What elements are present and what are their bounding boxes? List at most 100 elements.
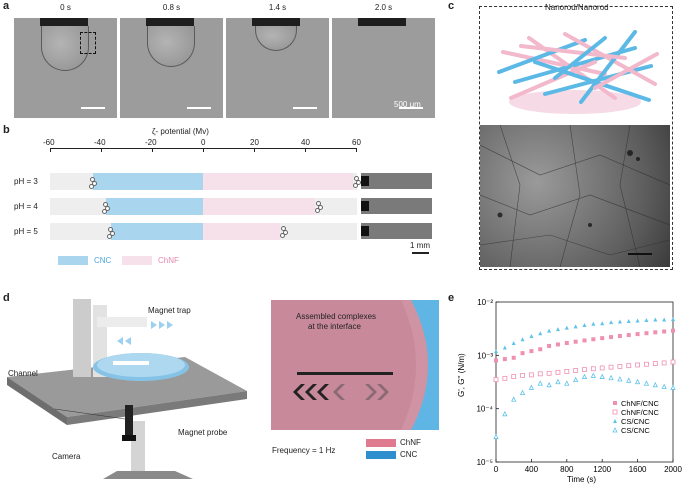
tick-label: -40 [94,138,106,147]
data-point [609,320,614,325]
data-point [511,355,516,360]
data-point [547,343,552,348]
time-label: 0.8 s [162,3,181,12]
data-point [591,337,596,342]
y-axis-label: G', G'' (N/m) [457,353,466,397]
legend-label-chnf: ChNF [158,256,179,265]
data-point [529,334,534,339]
legend-marker [612,427,618,433]
data-point [652,361,658,366]
data-point [609,335,614,340]
droplet [255,26,297,51]
data-point [635,332,640,337]
data-point [652,381,658,388]
data-point [600,336,605,341]
y-tick-label: 10⁻³ [477,351,493,360]
tick [203,149,204,152]
chnf-bar [203,173,354,190]
data-point [529,372,534,378]
image-strip [361,223,432,239]
data-point [653,330,658,335]
data-point [626,333,631,338]
tem-image [479,124,671,268]
panel-label-e: e [448,292,455,304]
data-point [573,368,579,373]
data-point [671,317,675,322]
scale-bar [399,107,423,109]
cnc-bar [106,198,203,215]
tick-label: 60 [352,138,361,147]
data-point [608,374,614,381]
legend-marker [613,419,617,423]
tick [50,149,51,152]
data-point [617,364,623,369]
row-label: pH = 4 [14,202,38,211]
data-point [573,324,578,329]
data-point [617,334,622,339]
data-point [493,433,499,439]
capillary-tip [252,18,300,26]
data-point [282,230,288,235]
chnf-bar [203,223,280,240]
capillary [361,226,369,236]
legend-marker [613,401,617,405]
x-tick-label: 800 [560,465,574,474]
assembled-label: Assembled complexes [296,312,377,321]
data-point [670,359,676,365]
x-tick-label: 0 [494,465,499,474]
droplet-frame: 500 μm [332,18,435,118]
channel-label: Channel [8,369,38,378]
cnc-bar [111,223,203,240]
droplet-frame [120,18,223,118]
data-point [520,337,525,342]
data-point [661,360,667,366]
data-point [318,205,324,210]
roi-box [80,32,96,54]
data-point [353,183,359,188]
legend-label-cnc: CNC [400,450,418,459]
setup-illustration [7,299,247,479]
data-point [644,331,649,336]
data-point [511,374,517,379]
data-point [494,349,498,354]
interface-image [271,300,439,430]
image-strip [361,173,432,189]
data-point [537,380,543,386]
data-point [564,380,570,386]
data-point [529,349,534,354]
chnf-bar [203,198,316,215]
data-point [626,319,631,324]
panel-label-a: a [3,0,10,12]
legend-label: CS/CNC [621,426,650,435]
data-point [555,327,560,332]
data-point [555,369,561,375]
data-point [653,317,658,322]
data-point [494,358,498,363]
data-point [555,378,561,385]
data-point [110,231,116,236]
data-point [599,373,605,379]
data-point [107,234,113,239]
droplet-frame [14,18,117,118]
data-point [89,184,95,189]
data-point [573,376,579,383]
time-label: 0 s [60,3,71,12]
x-tick-label: 1600 [629,465,647,474]
data-point [661,383,667,389]
data-point [555,342,560,347]
scale-bar [293,107,317,109]
y-tick-label: 10⁻⁵ [477,458,493,467]
data-point [626,377,632,383]
data-point [662,317,667,322]
droplet [147,26,195,67]
data-point [634,378,641,385]
data-point [315,208,321,213]
panel-c-frame [479,6,673,270]
data-point [502,410,508,417]
data-point [511,341,516,346]
camera-label: Camera [52,452,81,461]
data-point [582,323,587,328]
legend-swatch-chnf [122,256,152,265]
droplet-frame [226,18,329,118]
data-point [519,389,526,396]
